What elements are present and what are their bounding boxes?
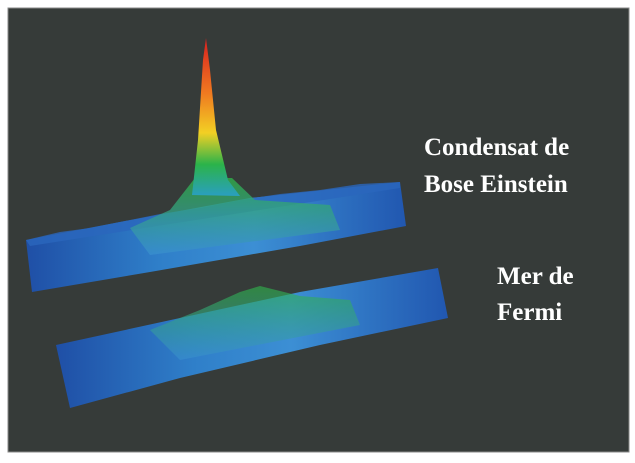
- page: Condensat de Bose Einstein Mer de Fermi …: [0, 0, 635, 463]
- fermi-label-line2: Fermi: [497, 299, 562, 326]
- image: Condensat de Bose Einstein Mer de Fermi: [0, 0, 635, 463]
- condensate-label-line2: Bose Einstein: [424, 171, 568, 198]
- fermi-label-line1: Mer de: [497, 263, 574, 290]
- condensate-label-line1: Condensat de: [424, 134, 569, 161]
